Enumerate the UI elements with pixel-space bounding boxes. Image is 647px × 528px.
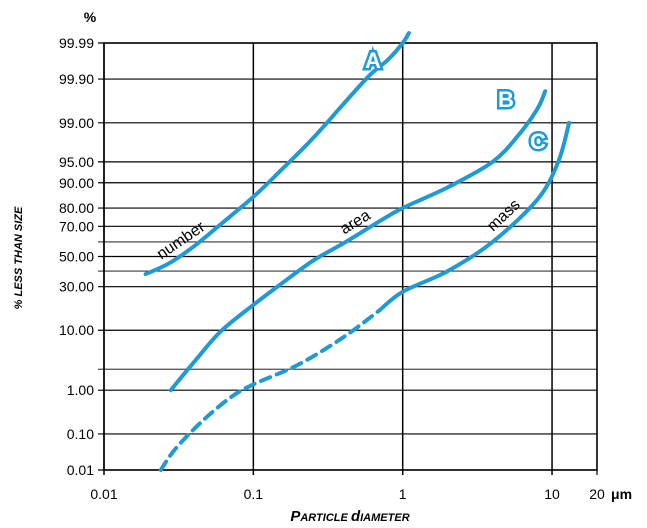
series-b-line <box>168 89 548 393</box>
series-b-letter-label: B <box>498 87 514 112</box>
x-axis-title: PARTICLE dIAMETER <box>290 508 409 525</box>
horizontal-grid <box>98 42 597 471</box>
series-c-letter-label: C <box>530 129 546 154</box>
y-tick-label: 99.99 <box>59 35 94 51</box>
y-tick-label: 50.00 <box>59 249 94 265</box>
x-tick-label: 20 <box>589 486 605 502</box>
plot-frame <box>103 42 598 471</box>
y-tick-label: 80.00 <box>59 200 94 216</box>
y-tick-label: 30.00 <box>59 279 94 295</box>
y-tick-label: 70.00 <box>59 218 94 234</box>
y-tick-label: 99.90 <box>59 71 94 87</box>
x-unit-label: μm <box>611 486 632 502</box>
series-c-dashed-line <box>158 308 382 472</box>
x-tick-label: 10 <box>544 486 560 502</box>
y-tick-label: 90.00 <box>59 175 94 191</box>
y-tick-label: 10.00 <box>59 322 94 338</box>
x-tick-label: 0.1 <box>244 486 264 502</box>
series-c-line <box>377 120 572 313</box>
y-tick-label: 0.01 <box>67 462 94 478</box>
y-unit-label: % <box>84 9 97 25</box>
x-tick-label: 0.01 <box>90 486 117 502</box>
y-tick-label: 95.00 <box>59 154 94 170</box>
y-axis-title: % LESS THAN SIZE <box>13 206 25 309</box>
x-tick-labels: 0.01 0.1 1 10 20 <box>90 486 605 502</box>
y-tick-label: 1.00 <box>67 382 94 398</box>
y-tick-label: 99.00 <box>59 115 94 131</box>
series-a-letter-label: A <box>365 48 381 73</box>
x-tick-label: 1 <box>399 486 407 502</box>
y-tick-labels: 0.01 0.10 1.00 10.00 30.00 50.00 70.00 80.00 90.… <box>59 35 94 478</box>
series-a-line <box>143 31 411 277</box>
y-tick-label: 0.10 <box>67 426 94 442</box>
